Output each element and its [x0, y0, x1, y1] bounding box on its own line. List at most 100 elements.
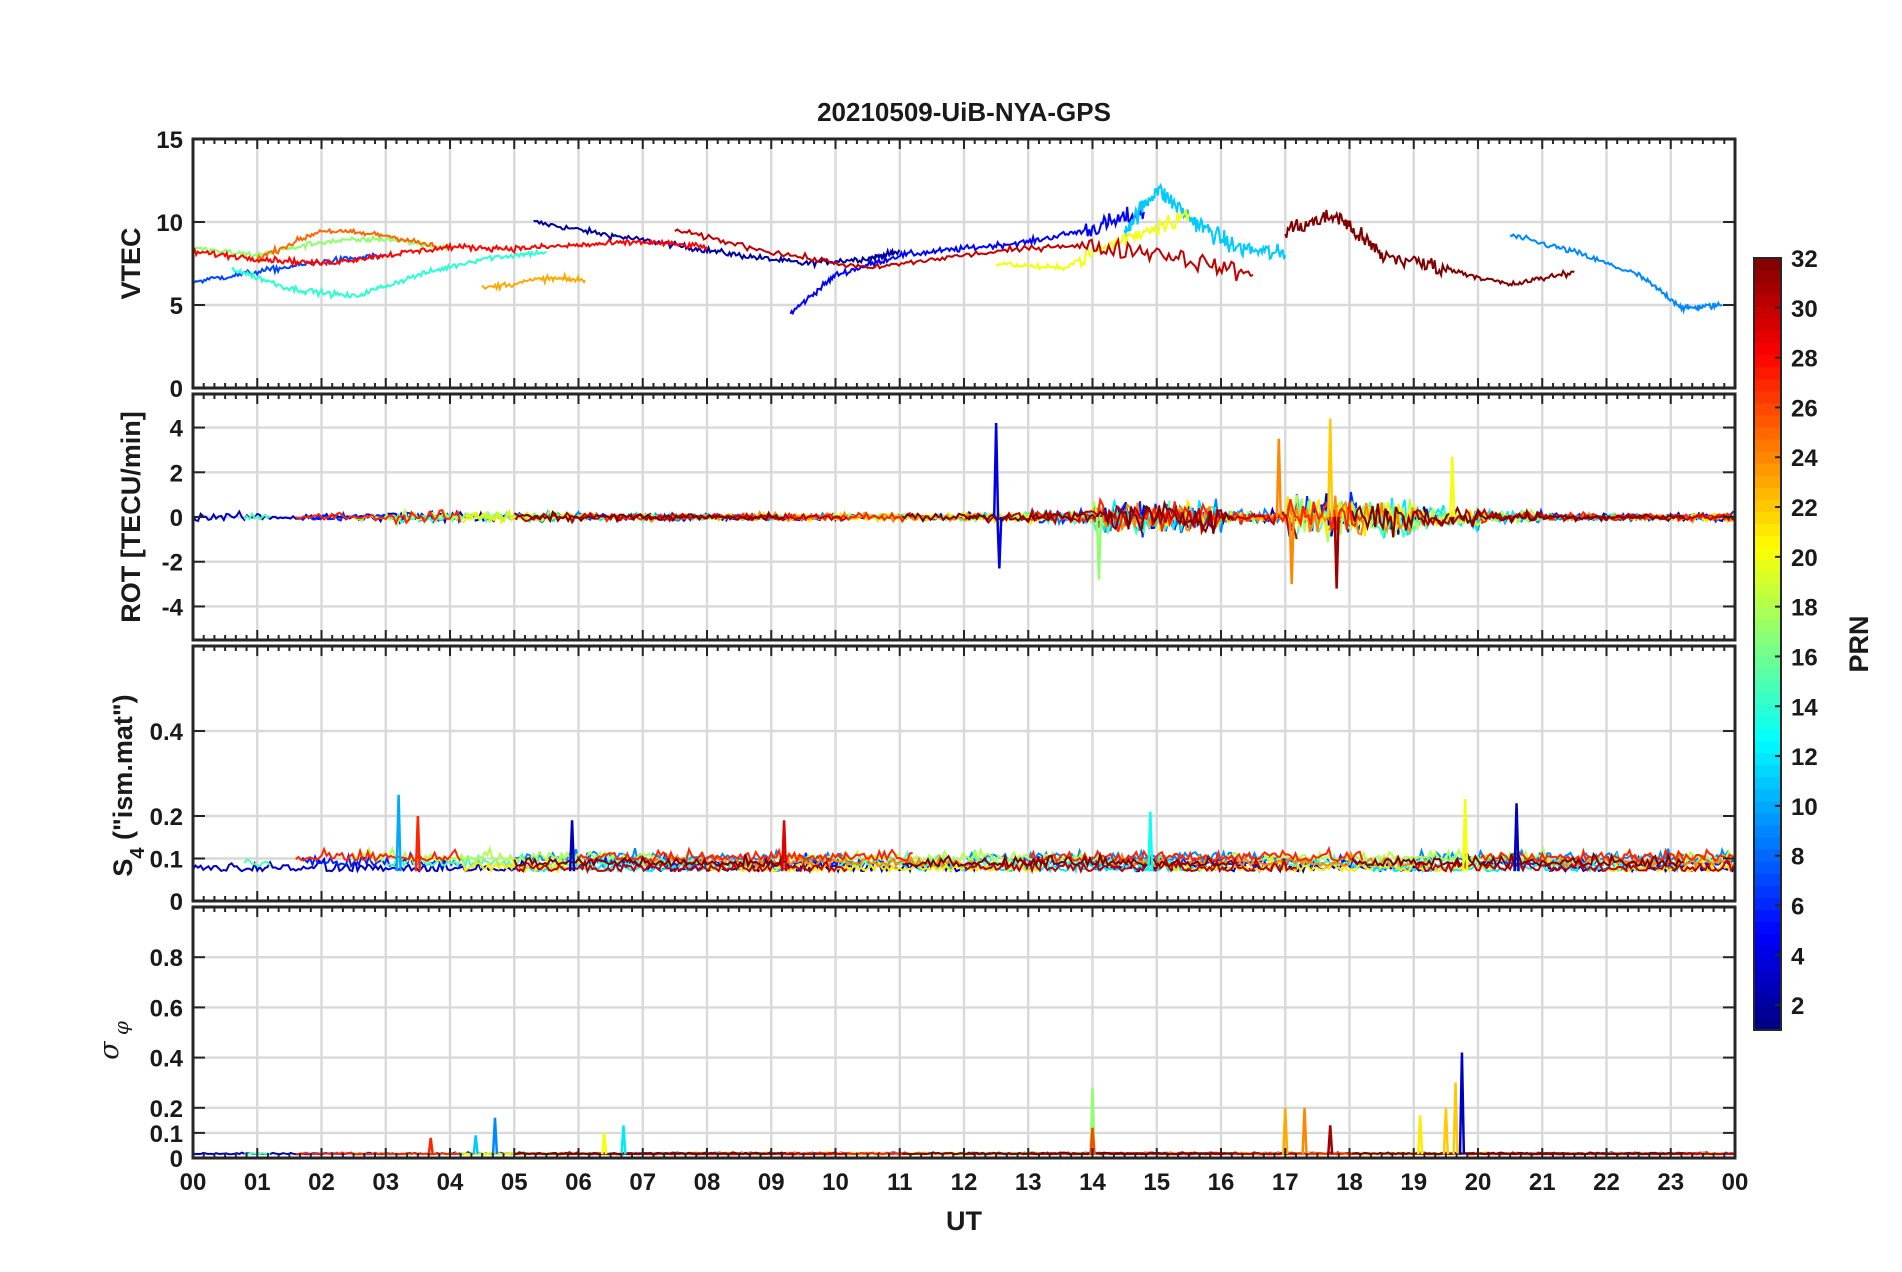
x-tick-label: 22	[1593, 1169, 1620, 1196]
colorbar-segment	[1754, 451, 1781, 464]
series-line-prn-14	[231, 248, 547, 300]
colorbar-segment	[1754, 921, 1781, 935]
y-tick-label: 0.1	[150, 847, 183, 874]
peak-prn-29	[780, 820, 788, 872]
peak-prn-27	[414, 815, 422, 872]
colorbar-tick-label: 12	[1791, 744, 1818, 771]
colorbar-segment	[1754, 909, 1781, 923]
peak-prn-4	[996, 516, 1003, 569]
x-tick-label: 04	[437, 1169, 464, 1196]
colorbar-tick-label: 4	[1791, 943, 1805, 970]
colorbar-tick-label: 16	[1791, 644, 1818, 671]
axis-ticks	[192, 138, 1736, 389]
x-tick-label: 14	[1079, 1169, 1106, 1196]
peak-prn-24	[1288, 516, 1295, 585]
x-tick-label: 17	[1272, 1169, 1299, 1196]
peak-prn-20	[1461, 798, 1469, 872]
peak-prn-23	[1282, 1107, 1289, 1155]
colorbar-segment	[1754, 752, 1781, 766]
series-line-prn-32	[902, 851, 1235, 869]
peak-prn-27	[427, 1137, 434, 1155]
peak-prn-20	[601, 1132, 608, 1155]
colorbar-tick-label: 20	[1791, 545, 1818, 572]
axis-ticks	[192, 394, 1736, 640]
y-axis-label: VTEC	[116, 227, 146, 299]
x-tick-label: 11	[887, 1169, 912, 1196]
colorbar-segment	[1754, 788, 1781, 802]
colorbar-segment	[1754, 270, 1781, 283]
series-line-prn-15	[385, 852, 718, 870]
colorbar-segment	[1754, 511, 1781, 524]
colorbar-segment	[1754, 993, 1781, 1007]
peak-prn-10	[395, 794, 402, 872]
colorbar-segment	[1754, 354, 1781, 368]
y-axis-label: ROT [TECU/min]	[116, 411, 146, 622]
colorbar-segment	[1754, 390, 1781, 404]
colorbar-tick-label: 30	[1791, 296, 1818, 323]
colorbar-segment	[1754, 438, 1781, 452]
y-tick-label: 10	[156, 210, 183, 237]
data-series	[193, 418, 1735, 589]
colorbar-segment	[1754, 800, 1781, 814]
colorbar-segment	[1754, 945, 1781, 959]
colorbar-segment	[1754, 981, 1781, 995]
series-line-prn-27	[1479, 847, 1735, 864]
colorbar-segment	[1754, 487, 1781, 500]
y-tick-label: 5	[170, 293, 183, 320]
x-tick-label: 07	[629, 1169, 656, 1196]
colorbar-segment	[1754, 330, 1781, 344]
colorbar-segment	[1754, 402, 1781, 416]
colorbar-segment	[1754, 764, 1781, 778]
x-tick-label: 06	[565, 1169, 592, 1196]
colorbar-segment	[1754, 258, 1781, 271]
colorbar-segment	[1754, 933, 1781, 947]
vtec_panel: 0 5 10 15 VTEC	[116, 127, 1737, 403]
colorbar-segment	[1754, 837, 1781, 850]
series-line-prn-28	[193, 238, 708, 268]
colorbar-frame	[1753, 257, 1782, 1031]
colorbar-segment	[1754, 873, 1781, 886]
data-series	[193, 182, 1723, 316]
x-tick-label: 10	[822, 1169, 849, 1196]
colorbar-segment	[1754, 692, 1781, 705]
colorbar-segment	[1754, 680, 1781, 693]
series-line-prn-7	[193, 252, 387, 285]
colorbar-tick-label: 18	[1791, 595, 1818, 622]
series-line-prn-15	[243, 857, 271, 868]
peak-prn-17	[1095, 516, 1103, 580]
colorbar-tick-label: 2	[1791, 993, 1804, 1020]
x-tick-label: 21	[1529, 1169, 1556, 1196]
colorbar-segment	[1754, 897, 1781, 910]
colorbar-segment	[1754, 306, 1781, 319]
rot_panel: -4 -2 0 2 4 ROT [TECU/min]	[116, 392, 1737, 642]
y-tick-label: 4	[170, 416, 184, 443]
y-tick-label: 0.1	[150, 1121, 183, 1148]
x-tick-label: 09	[758, 1169, 785, 1196]
data-series	[193, 794, 1735, 875]
colorbar-segment	[1754, 607, 1781, 621]
y-tick-label: 0.4	[150, 1046, 184, 1073]
x-tick-label: 20	[1465, 1169, 1492, 1196]
series-line-prn-3	[193, 856, 526, 874]
series-line-prn-25	[256, 227, 438, 262]
colorbar-segment	[1754, 849, 1781, 862]
y-axis-label: σ φ	[94, 1021, 133, 1060]
peak-prn-12	[620, 1125, 627, 1155]
peak-prn-31	[1333, 516, 1340, 589]
grid-lines	[193, 137, 1735, 390]
colorbar-segment	[1754, 559, 1781, 573]
colorbar-segment	[1754, 414, 1781, 428]
colorbar-segment	[1754, 523, 1781, 537]
x-tick-label: 08	[694, 1169, 721, 1196]
colorbar-segment	[1754, 668, 1781, 681]
series-line-prn-30	[674, 228, 1254, 282]
x-tick-label: 13	[1015, 1169, 1042, 1196]
peak-prn-22	[1452, 1082, 1459, 1155]
x-axis-label: UT	[946, 1206, 982, 1236]
colorbar-segment	[1754, 740, 1781, 754]
colorbar-tick-label: 22	[1791, 495, 1818, 522]
colorbar-segment	[1754, 824, 1781, 838]
